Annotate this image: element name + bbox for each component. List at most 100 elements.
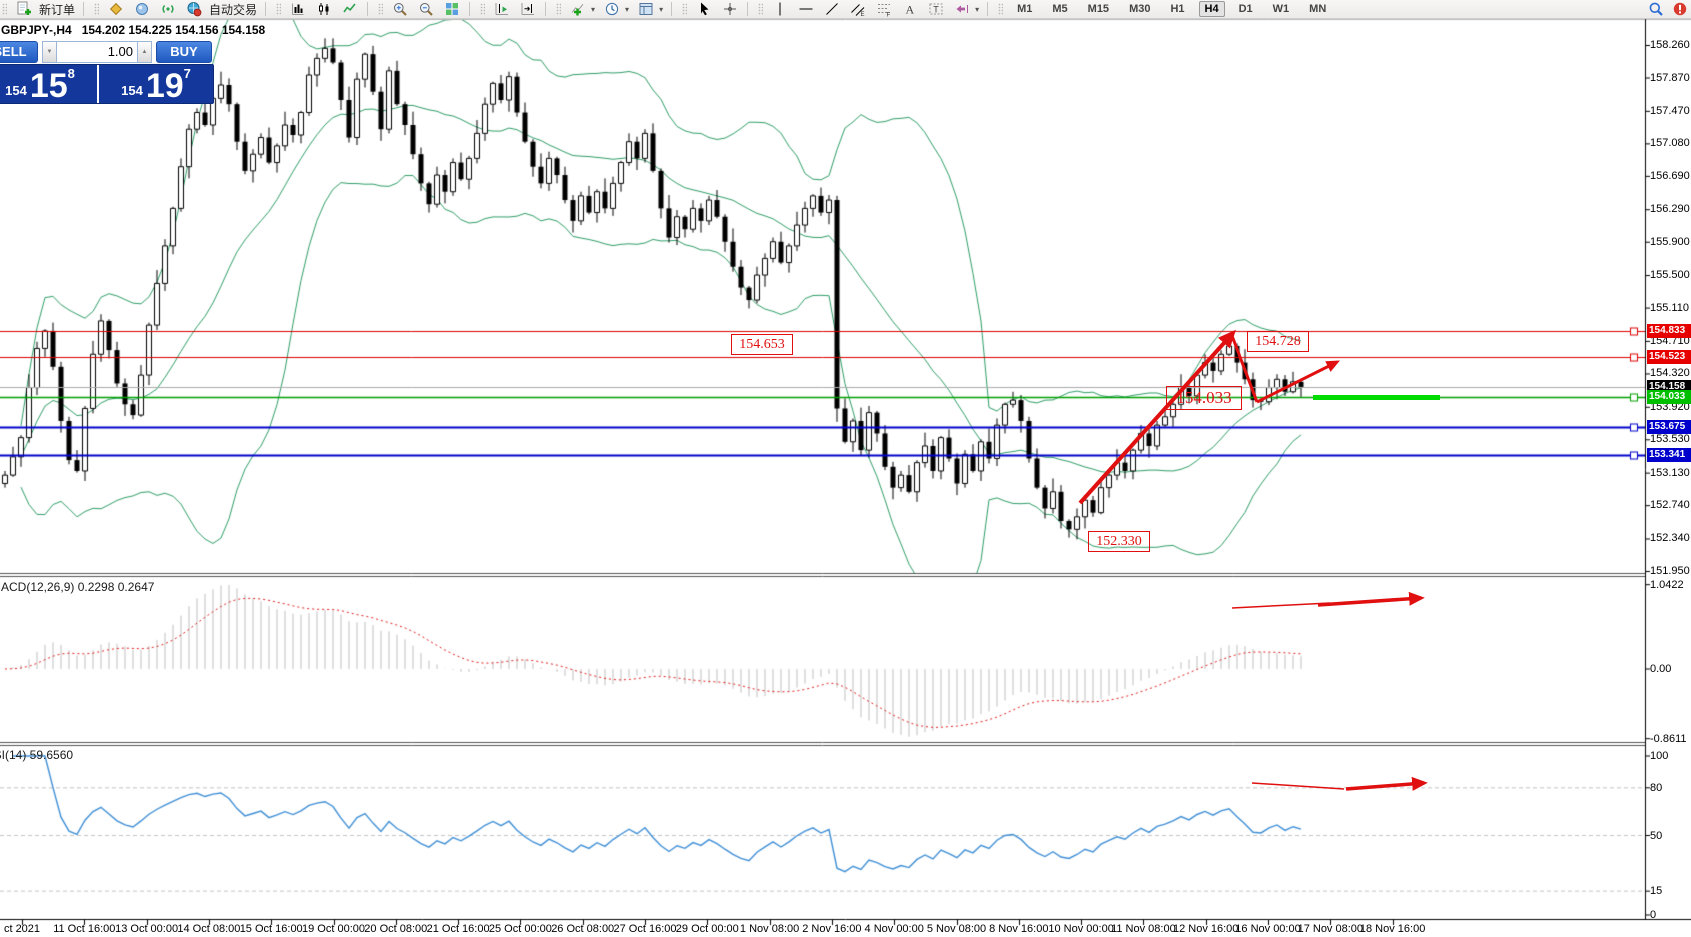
arrows-icon[interactable] <box>953 1 971 17</box>
price-annotation-154.728[interactable]: 154.728 <box>1247 331 1309 352</box>
toolbar-group-handle[interactable] <box>94 3 100 15</box>
date-axis-label: 16 Nov 00:00 <box>1235 923 1301 935</box>
add-indicator-icon[interactable] <box>569 1 587 17</box>
price-annotation-154.033[interactable]: 154.033 <box>1166 386 1242 410</box>
rsi-label: RSI(14) 59.6560 <box>0 748 74 762</box>
new-order-label[interactable]: 新订单 <box>39 2 76 17</box>
rsi-axis-label: 100 <box>1650 750 1669 762</box>
timeframe-h4-button[interactable]: H4 <box>1198 1 1225 17</box>
add-indicator-caret-icon[interactable]: ▾ <box>591 4 596 14</box>
cursor-icon[interactable] <box>695 1 713 17</box>
line-chart-icon[interactable] <box>341 1 359 17</box>
price-axis-label: 152.740 <box>1650 499 1690 512</box>
toolbar-group-handle[interactable] <box>276 3 282 15</box>
date-axis-label: 10 Nov 00:00 <box>1048 923 1114 935</box>
zoom-in-icon[interactable] <box>391 1 409 17</box>
green-trendline-segment[interactable] <box>1313 395 1440 400</box>
date-axis-label: 20 Oct 08:00 <box>364 923 428 935</box>
vertical-line-icon[interactable] <box>771 1 789 17</box>
fibonacci-icon[interactable]: F <box>875 1 893 17</box>
price-axis-label: 155.500 <box>1650 269 1690 282</box>
date-axis-label: 21 Oct 16:00 <box>426 923 490 935</box>
alert-icon[interactable] <box>1671 1 1689 17</box>
chart-title: GBPJPY-,H4 154.202 154.225 154.156 154.15… <box>1 23 265 37</box>
toolbar-group-handle[interactable] <box>998 3 1004 15</box>
text-icon[interactable]: A <box>901 1 919 17</box>
timeframe-w1-button[interactable]: W1 <box>1272 3 1290 15</box>
buy-button[interactable]: BUY <box>156 40 212 63</box>
svg-text:F: F <box>887 13 891 18</box>
price-tag-154.033: 154.033 <box>1647 390 1691 405</box>
price-axis-label: 157.870 <box>1650 71 1690 84</box>
date-axis-label: 11 Oct 16:00 <box>53 923 116 935</box>
timeframe-mn-button[interactable]: MN <box>1309 3 1327 15</box>
price-axis-label: 156.290 <box>1650 203 1690 216</box>
periods-caret-icon[interactable]: ▾ <box>625 4 630 14</box>
toolbar-group-handle[interactable] <box>682 3 688 15</box>
autotrading-icon[interactable] <box>185 1 203 17</box>
price-annotation-154.653[interactable]: 154.653 <box>731 334 793 355</box>
timeframe-d1-button[interactable]: D1 <box>1238 3 1253 15</box>
crosshair-icon[interactable] <box>721 1 739 17</box>
volume-input[interactable] <box>57 40 137 63</box>
toolbar-group-handle[interactable] <box>480 3 486 15</box>
periods-icon[interactable] <box>603 1 621 17</box>
price-axis-label: 152.340 <box>1650 532 1690 545</box>
price-annotation-152.330[interactable]: 152.330 <box>1088 531 1150 552</box>
toolbar: 新订单 自动交易 ▾ ▾ ▾ E F A T ▾ M1 M5 M15 M30 H1 H4 D1 W1 MN <box>0 0 1691 19</box>
one-click-trading-panel: SELL BUY 154 15 8 154 19 7 <box>0 40 214 104</box>
rsi-axis-label: 15 <box>1650 885 1663 898</box>
rsi-axis-label: 80 <box>1650 781 1663 794</box>
price-axis-label: 153.130 <box>1650 466 1690 479</box>
price-tag-154.523: 154.523 <box>1647 349 1691 364</box>
arrows-caret-icon[interactable]: ▾ <box>975 4 980 14</box>
date-axis-label: 14 Oct 08:00 <box>177 923 241 935</box>
date-axis-label: 29 Oct 00:00 <box>675 923 739 935</box>
price-axis-label: 154.710 <box>1650 334 1690 347</box>
timeframe-m30-button[interactable]: M30 <box>1129 3 1151 15</box>
date-axis-label: 2 Nov 16:00 <box>802 923 862 935</box>
new-order-icon[interactable] <box>15 1 33 17</box>
trendline-icon[interactable] <box>823 1 841 17</box>
macd-label: MACD(12,26,9) 0.2298 0.2647 <box>0 580 155 594</box>
symbol-period-label: GBPJPY-,H4 <box>1 23 72 37</box>
sell-button[interactable]: SELL <box>0 40 38 63</box>
sell-price[interactable]: 154 15 8 <box>5 66 75 105</box>
price-axis-label: 157.080 <box>1650 137 1690 150</box>
text-label-icon[interactable]: T <box>927 1 945 17</box>
date-axis-label: 27 Oct 16:00 <box>613 923 677 935</box>
horizontal-line-icon[interactable] <box>797 1 815 17</box>
toolbar-group-handle[interactable] <box>556 3 562 15</box>
templates-caret-icon[interactable]: ▾ <box>659 4 664 14</box>
candle-chart-icon[interactable] <box>315 1 333 17</box>
toolbar-group-handle[interactable] <box>378 3 384 15</box>
buy-price[interactable]: 154 19 7 <box>121 66 191 105</box>
ohlc-values: 154.202 154.225 154.156 154.158 <box>81 23 266 37</box>
volume-decrease-button[interactable] <box>42 40 57 63</box>
timeframe-m5-button[interactable]: M5 <box>1052 3 1068 15</box>
search-icon[interactable] <box>1647 1 1665 17</box>
channel-icon[interactable]: E <box>849 1 867 17</box>
autotrading-label[interactable]: 自动交易 <box>209 2 258 17</box>
timeframe-m15-button[interactable]: M15 <box>1087 3 1110 15</box>
svg-text:E: E <box>861 12 865 17</box>
signals-icon[interactable] <box>159 1 177 17</box>
svg-text:T: T <box>933 5 939 15</box>
chart-shift-icon[interactable] <box>493 1 511 17</box>
timeframe-m1-button[interactable]: M1 <box>1017 3 1033 15</box>
date-axis-label: 1 Nov 08:00 <box>739 923 800 935</box>
date-axis-label: 12 Nov 16:00 <box>1172 923 1239 935</box>
timeframe-h1-button[interactable]: H1 <box>1170 3 1185 15</box>
toolbar-group-handle[interactable] <box>758 3 764 15</box>
market-watch-icon[interactable] <box>133 1 151 17</box>
tile-windows-icon[interactable] <box>443 1 461 17</box>
auto-scroll-icon[interactable] <box>519 1 537 17</box>
volume-increase-button[interactable] <box>137 40 152 63</box>
indicators-icon[interactable] <box>107 1 125 17</box>
toolbar-group-handle[interactable] <box>2 3 7 15</box>
date-axis-label: ct 2021 <box>3 923 41 935</box>
bar-chart-icon[interactable] <box>289 1 307 17</box>
zoom-out-icon[interactable] <box>417 1 435 17</box>
templates-icon[interactable] <box>637 1 655 17</box>
